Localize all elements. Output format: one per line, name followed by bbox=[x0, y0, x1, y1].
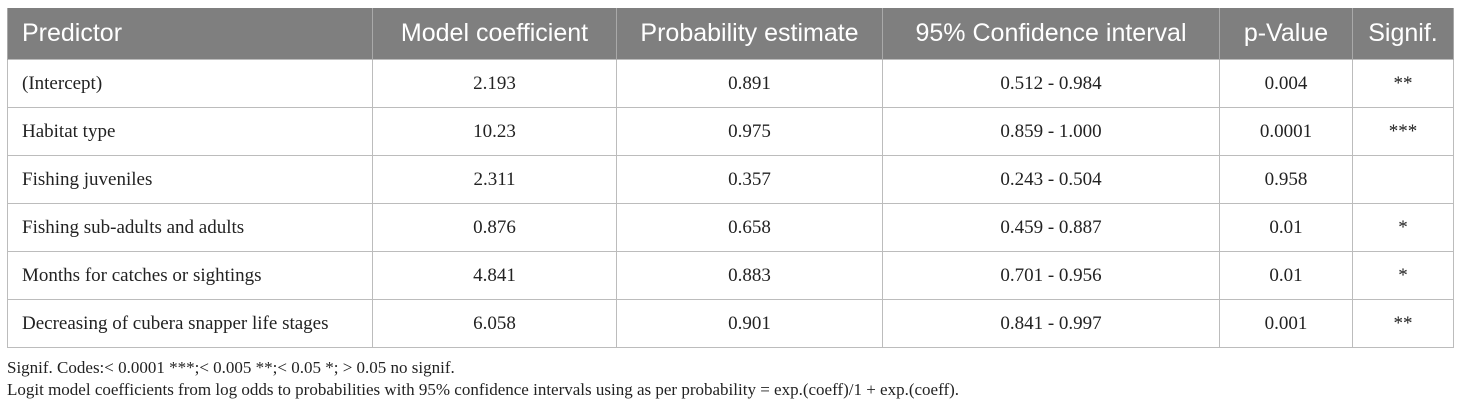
cell-coefficient: 0.876 bbox=[372, 203, 617, 252]
table-header-row: Predictor Model coefficient Probability … bbox=[7, 8, 1454, 60]
cell-p-value: 0.001 bbox=[1219, 299, 1353, 348]
cell-probability: 0.975 bbox=[616, 107, 883, 156]
cell-coefficient: 6.058 bbox=[372, 299, 617, 348]
cell-probability: 0.891 bbox=[616, 59, 883, 108]
cell-confidence-interval: 0.859 - 1.000 bbox=[882, 107, 1220, 156]
cell-confidence-interval: 0.512 - 0.984 bbox=[882, 59, 1220, 108]
table-footnotes: Signif. Codes:< 0.0001 ***;< 0.005 **;< … bbox=[7, 357, 959, 401]
cell-predictor: Months for catches or sightings bbox=[7, 251, 373, 300]
cell-confidence-interval: 0.459 - 0.887 bbox=[882, 203, 1220, 252]
cell-predictor: (Intercept) bbox=[7, 59, 373, 108]
cell-confidence-interval: 0.701 - 0.956 bbox=[882, 251, 1220, 300]
header-signif: Signif. bbox=[1352, 8, 1454, 60]
cell-signif: ** bbox=[1352, 59, 1454, 108]
table-row: Fishing sub-adults and adults 0.876 0.65… bbox=[7, 203, 1454, 252]
cell-p-value: 0.958 bbox=[1219, 155, 1353, 204]
table-row: (Intercept) 2.193 0.891 0.512 - 0.984 0.… bbox=[7, 59, 1454, 108]
cell-coefficient: 4.841 bbox=[372, 251, 617, 300]
cell-coefficient: 2.193 bbox=[372, 59, 617, 108]
cell-predictor: Fishing juveniles bbox=[7, 155, 373, 204]
table-row: Fishing juveniles 2.311 0.357 0.243 - 0.… bbox=[7, 155, 1454, 204]
table-row: Habitat type 10.23 0.975 0.859 - 1.000 0… bbox=[7, 107, 1454, 156]
cell-probability: 0.658 bbox=[616, 203, 883, 252]
cell-probability: 0.901 bbox=[616, 299, 883, 348]
cell-coefficient: 2.311 bbox=[372, 155, 617, 204]
cell-predictor: Decreasing of cubera snapper life stages bbox=[7, 299, 373, 348]
cell-p-value: 0.01 bbox=[1219, 203, 1353, 252]
header-confidence-interval: 95% Confidence interval bbox=[882, 8, 1220, 60]
cell-p-value: 0.004 bbox=[1219, 59, 1353, 108]
cell-signif: * bbox=[1352, 251, 1454, 300]
cell-p-value: 0.0001 bbox=[1219, 107, 1353, 156]
header-model-coefficient: Model coefficient bbox=[372, 8, 617, 60]
cell-probability: 0.883 bbox=[616, 251, 883, 300]
cell-confidence-interval: 0.243 - 0.504 bbox=[882, 155, 1220, 204]
logit-results-table: Predictor Model coefficient Probability … bbox=[7, 8, 1454, 348]
table-row: Months for catches or sightings 4.841 0.… bbox=[7, 251, 1454, 300]
cell-predictor: Habitat type bbox=[7, 107, 373, 156]
cell-probability: 0.357 bbox=[616, 155, 883, 204]
header-p-value: p-Value bbox=[1219, 8, 1353, 60]
header-predictor: Predictor bbox=[7, 8, 373, 60]
cell-signif bbox=[1352, 155, 1454, 204]
cell-predictor: Fishing sub-adults and adults bbox=[7, 203, 373, 252]
logit-method-note: Logit model coefficients from log odds t… bbox=[7, 380, 960, 399]
cell-confidence-interval: 0.841 - 0.997 bbox=[882, 299, 1220, 348]
signif-codes-note: Signif. Codes:< 0.0001 ***;< 0.005 **;< … bbox=[7, 358, 455, 377]
cell-p-value: 0.01 bbox=[1219, 251, 1353, 300]
cell-coefficient: 10.23 bbox=[372, 107, 617, 156]
results-table-container: Predictor Model coefficient Probability … bbox=[7, 8, 1454, 348]
cell-signif: * bbox=[1352, 203, 1454, 252]
table-row: Decreasing of cubera snapper life stages… bbox=[7, 299, 1454, 348]
cell-signif: ** bbox=[1352, 299, 1454, 348]
header-probability-estimate: Probability estimate bbox=[616, 8, 883, 60]
cell-signif: *** bbox=[1352, 107, 1454, 156]
